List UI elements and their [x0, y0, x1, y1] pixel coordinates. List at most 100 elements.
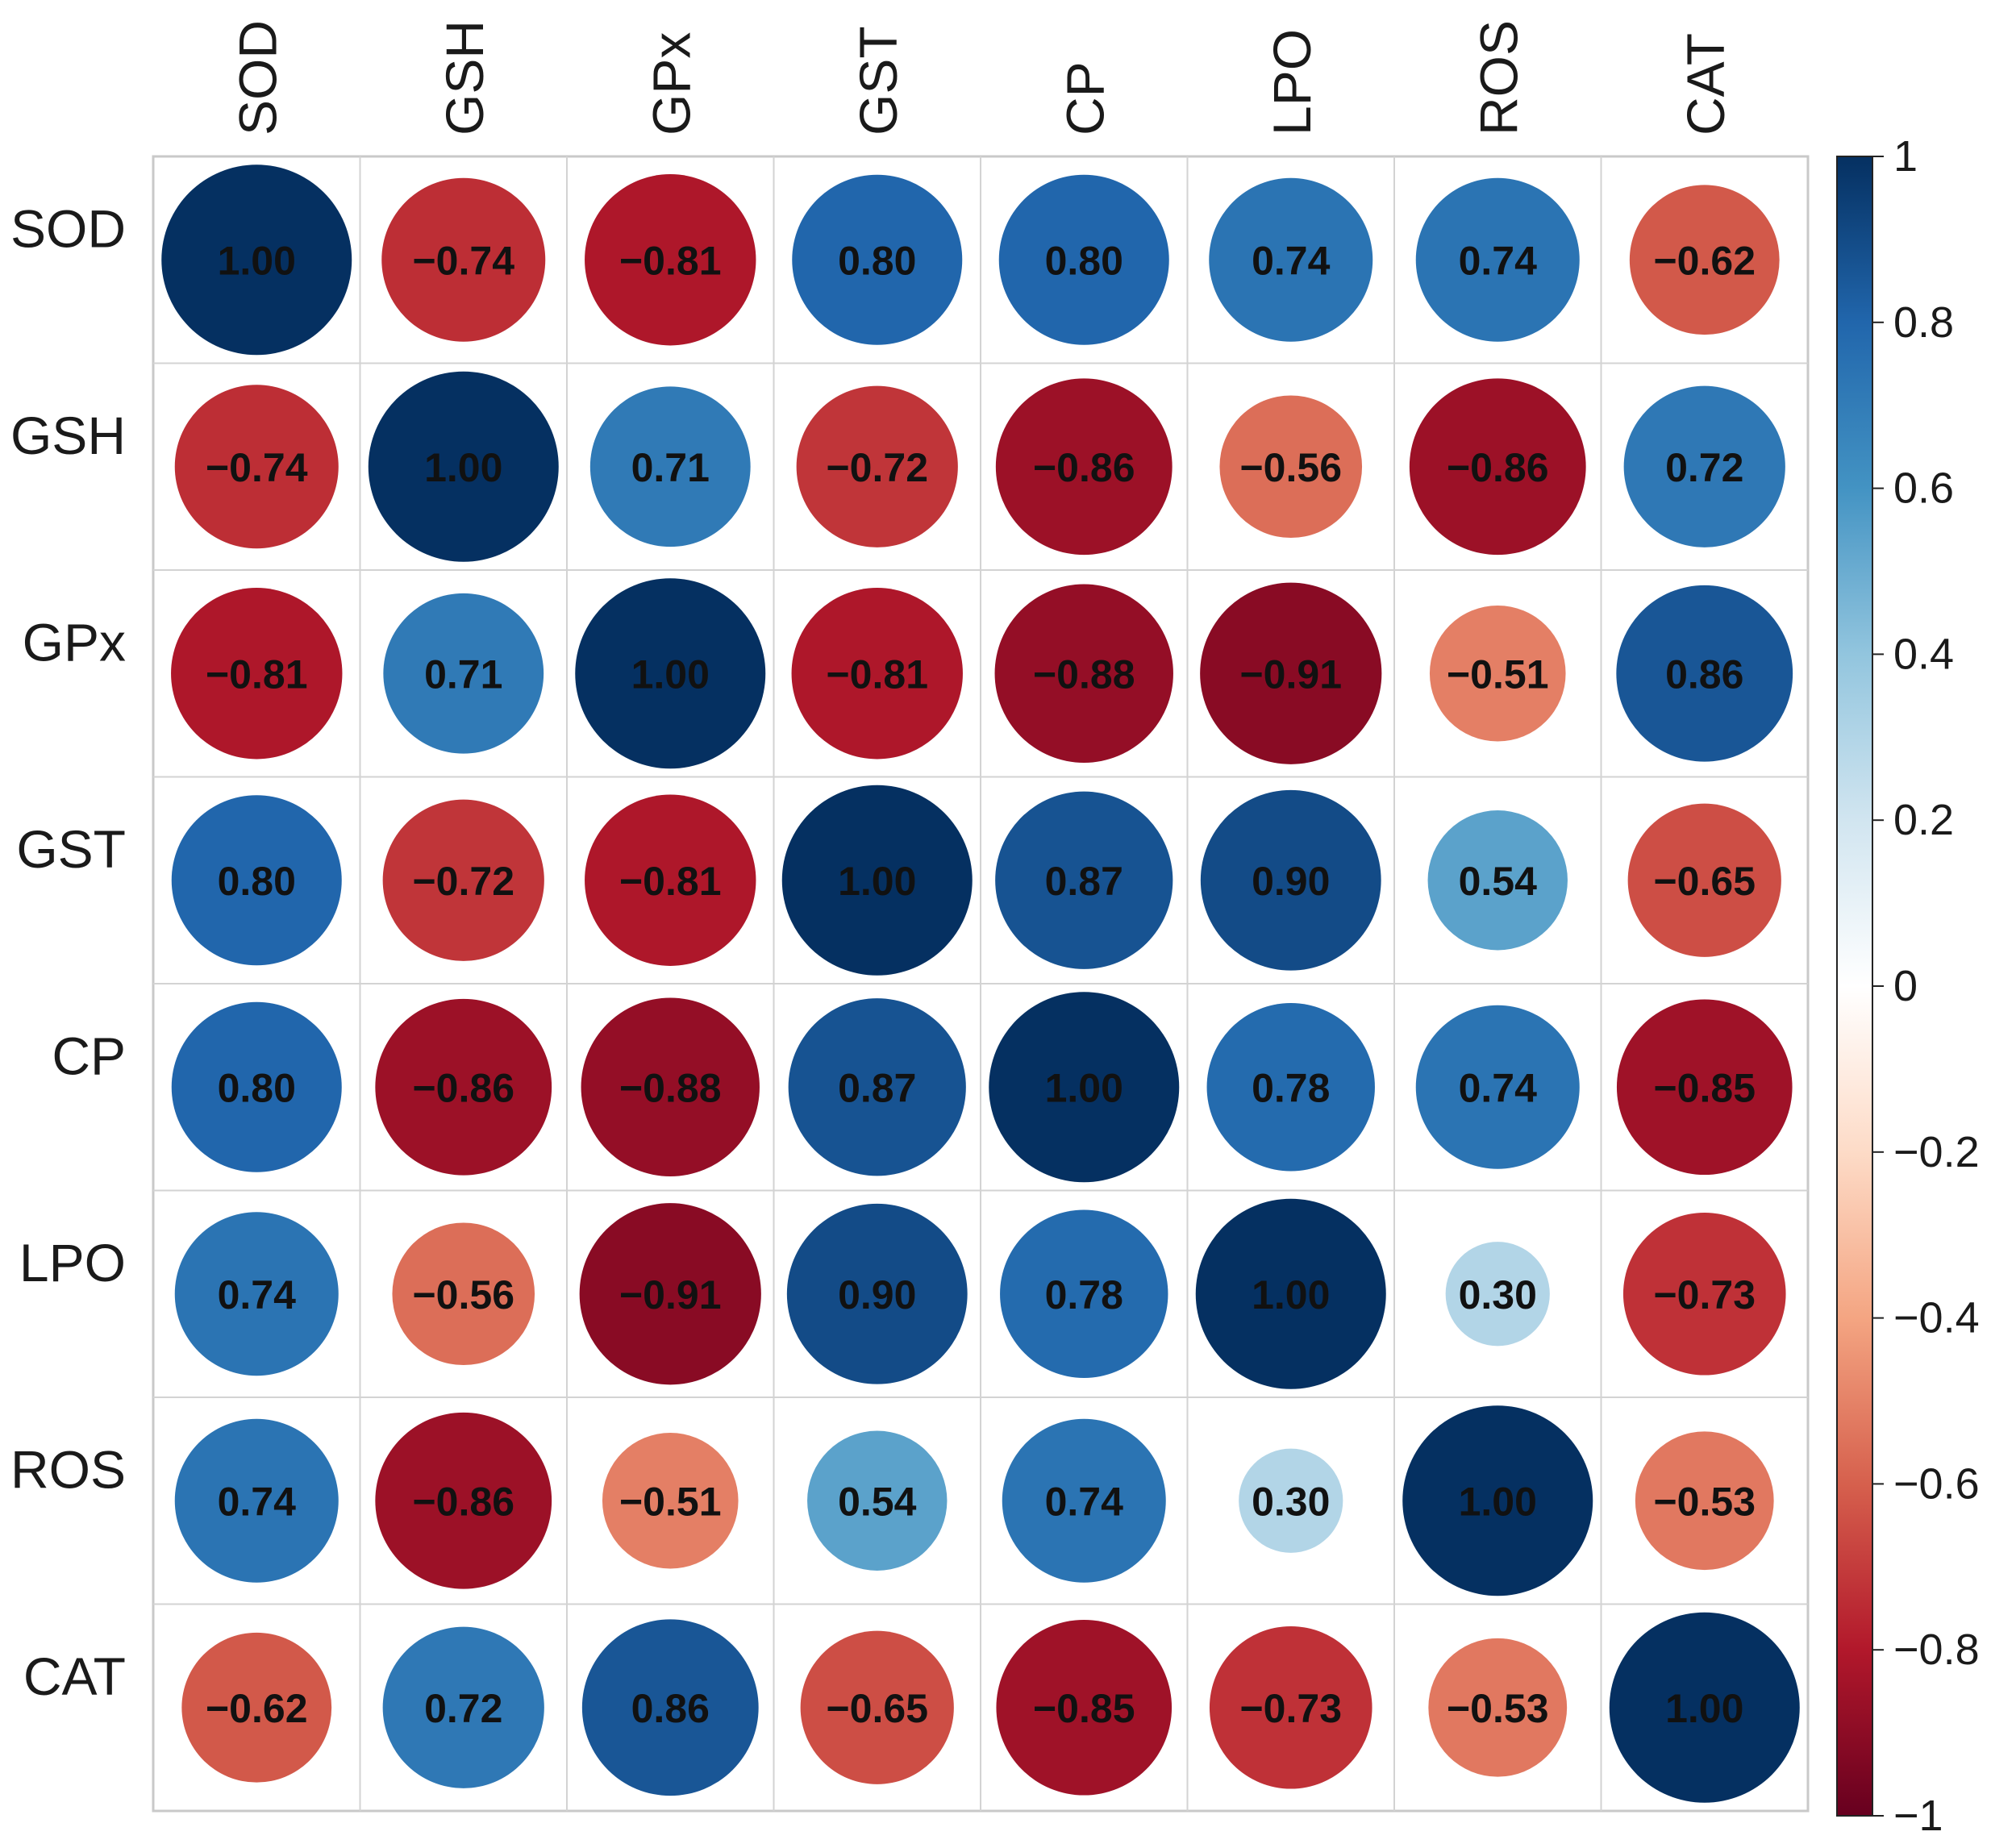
corr-value-cp-cat: −0.85 — [1653, 1065, 1756, 1110]
corr-value-gpx-gsh: 0.71 — [424, 651, 502, 697]
corr-circle-gpx-gst — [791, 588, 963, 760]
corr-value-cat-cat: 1.00 — [1665, 1686, 1743, 1731]
column-labels: SOD GSH GPx GST CP LPO ROS CAT — [227, 20, 1735, 135]
corr-circle-gsh-gsh — [368, 371, 559, 562]
corr-value-gst-cat: −0.65 — [1653, 859, 1756, 904]
colorbar-tick-label: 1 — [1893, 132, 1918, 181]
corr-value-cat-ros: −0.53 — [1447, 1686, 1549, 1731]
corr-value-gpx-sod: −0.81 — [206, 651, 308, 697]
colorbar-tick-label: −0.4 — [1893, 1294, 1980, 1342]
corr-value-sod-gsh: −0.74 — [412, 238, 514, 283]
corr-value-cat-sod: −0.62 — [206, 1686, 308, 1731]
corr-circle-cat-cp — [996, 1619, 1173, 1796]
colorbar-tick-label: −0.8 — [1893, 1625, 1980, 1674]
corr-value-sod-cp: 0.80 — [1045, 238, 1123, 283]
corr-value-lpo-gsh: −0.56 — [412, 1272, 514, 1317]
corr-circle-sod-gpx — [585, 174, 756, 346]
corr-circle-ros-cp — [1002, 1418, 1166, 1583]
corr-circle-ros-cat — [1635, 1431, 1774, 1571]
corr-value-gpx-cat: 0.86 — [1665, 651, 1743, 697]
corr-circle-sod-lpo — [1209, 177, 1373, 342]
corr-circle-cat-gpx — [581, 1619, 759, 1796]
row-label-cat: CAT — [23, 1646, 126, 1706]
corr-value-gst-gpx: −0.81 — [619, 859, 722, 904]
corr-circle-ros-lpo — [1239, 1448, 1343, 1553]
correlation-values: 1.00 −0.74 −0.81 0.80 0.80 0.74 0.74 −0.62 −0.74… — [206, 238, 1756, 1731]
corr-circle-sod-gst — [792, 174, 963, 345]
column-label-ros: ROS — [1468, 20, 1528, 135]
corr-circle-ros-gpx — [602, 1432, 739, 1569]
corr-value-lpo-sod: 0.74 — [218, 1272, 297, 1317]
corr-value-lpo-cp: 0.78 — [1045, 1272, 1123, 1317]
corr-value-gsh-cat: 0.72 — [1665, 445, 1743, 490]
corr-circle-gsh-sod — [174, 385, 339, 549]
correlation-circles — [161, 164, 1800, 1803]
corr-value-gpx-gst: −0.81 — [826, 651, 928, 697]
row-labels: SOD GSH GPx GST CP LPO ROS CAT — [10, 198, 126, 1706]
corr-value-gst-gsh: −0.72 — [412, 859, 514, 904]
corr-value-cp-ros: 0.74 — [1459, 1065, 1538, 1110]
corr-circle-cat-gst — [800, 1630, 954, 1784]
corr-value-sod-ros: 0.74 — [1459, 238, 1538, 283]
corr-circle-cat-cat — [1609, 1612, 1800, 1803]
corr-value-gpx-lpo: −0.91 — [1239, 651, 1342, 697]
corr-circle-lpo-ros — [1445, 1242, 1550, 1347]
colorbar-tick-label: 0.8 — [1893, 298, 1954, 347]
corr-circle-cp-cat — [1616, 999, 1793, 1176]
corr-circle-sod-cat — [1629, 185, 1780, 335]
row-label-gst: GST — [16, 819, 126, 879]
column-label-gst: GST — [848, 26, 908, 135]
corr-circle-gst-sod — [171, 795, 342, 966]
corr-circle-gsh-lpo — [1219, 395, 1363, 539]
corr-value-ros-lpo: 0.30 — [1252, 1479, 1330, 1524]
corr-value-gpx-cp: −0.88 — [1033, 651, 1135, 697]
corr-value-lpo-cat: −0.73 — [1653, 1272, 1756, 1317]
corr-value-cp-lpo: 0.78 — [1252, 1065, 1330, 1110]
corr-circle-ros-ros — [1402, 1405, 1593, 1596]
column-label-gsh: GSH — [435, 20, 494, 135]
corr-circle-cat-lpo — [1209, 1625, 1372, 1789]
corr-circle-lpo-cat — [1622, 1212, 1786, 1376]
corr-value-cat-cp: −0.85 — [1033, 1686, 1135, 1731]
corr-value-lpo-gst: 0.90 — [838, 1272, 916, 1317]
colorbar: 1 0.8 0.6 0.4 0.2 0 −0.2 −0.4 −0.6 −0.8 −1 — [1836, 132, 1980, 1840]
corr-circle-gst-gst — [781, 785, 973, 976]
corr-circle-cat-sod — [181, 1632, 332, 1783]
corr-value-ros-cat: −0.53 — [1653, 1479, 1756, 1524]
corr-value-gsh-gpx: 0.71 — [631, 445, 710, 490]
corr-circle-cp-gpx — [581, 997, 760, 1176]
colorbar-tick-label: −1 — [1893, 1792, 1943, 1840]
corr-circle-gpx-sod — [171, 588, 343, 760]
corr-circle-lpo-gsh — [392, 1222, 535, 1366]
row-label-cp: CP — [52, 1026, 126, 1085]
corr-circle-gpx-cat — [1616, 585, 1793, 762]
corr-value-sod-gst: 0.80 — [838, 238, 916, 283]
corr-circle-lpo-gpx — [579, 1203, 761, 1385]
corr-value-gsh-cp: −0.86 — [1033, 445, 1135, 490]
corr-circle-gsh-gpx — [589, 386, 751, 547]
corr-value-gst-gst: 1.00 — [838, 859, 916, 904]
corr-circle-cp-sod — [171, 1001, 342, 1172]
corr-circle-cp-lpo — [1206, 1003, 1375, 1172]
corr-value-ros-gpx: −0.51 — [619, 1479, 722, 1524]
corr-value-cp-gsh: −0.86 — [412, 1065, 514, 1110]
corr-value-sod-lpo: 0.74 — [1252, 238, 1331, 283]
corr-value-cp-sod: 0.80 — [218, 1065, 296, 1110]
corr-value-ros-cp: 0.74 — [1045, 1479, 1124, 1524]
corr-value-sod-cat: −0.62 — [1653, 238, 1756, 283]
colorbar-tick-label: 0 — [1893, 962, 1918, 1010]
corr-circle-lpo-sod — [174, 1212, 339, 1376]
colorbar-tick-label: −0.2 — [1893, 1128, 1980, 1176]
corr-value-gpx-ros: −0.51 — [1447, 651, 1549, 697]
corr-circle-gpx-gpx — [575, 578, 766, 769]
corr-circle-sod-sod — [161, 164, 352, 356]
colorbar-tick-label: 0.6 — [1893, 464, 1954, 513]
column-label-cat: CAT — [1676, 33, 1735, 135]
corr-circle-sod-gsh — [381, 177, 546, 342]
corr-value-cp-gpx: −0.88 — [619, 1065, 722, 1110]
corr-value-lpo-ros: 0.30 — [1459, 1272, 1537, 1317]
corr-circle-ros-sod — [174, 1418, 339, 1583]
colorbar-tick-label: −0.6 — [1893, 1459, 1980, 1508]
corr-value-ros-gst: 0.54 — [838, 1479, 917, 1524]
corr-value-gsh-lpo: −0.56 — [1239, 445, 1342, 490]
